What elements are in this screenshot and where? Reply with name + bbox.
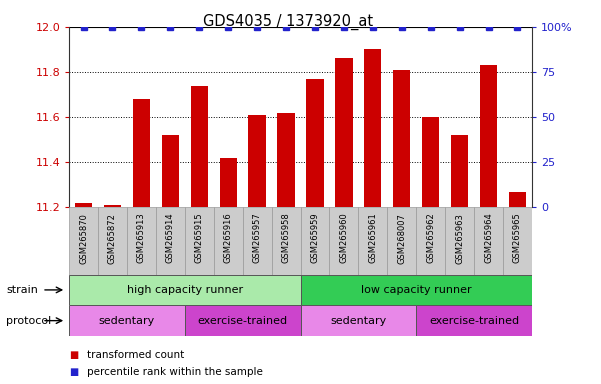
Text: GSM265961: GSM265961: [368, 213, 377, 263]
Text: GSM265960: GSM265960: [340, 213, 349, 263]
Bar: [451, 135, 468, 207]
Bar: [214, 207, 243, 275]
Bar: [300, 305, 416, 336]
Text: exercise-trained: exercise-trained: [198, 316, 288, 326]
Text: GSM265916: GSM265916: [224, 213, 233, 263]
Bar: [69, 305, 185, 336]
Bar: [185, 305, 300, 336]
Bar: [156, 207, 185, 275]
Text: GSM265965: GSM265965: [513, 213, 522, 263]
Text: strain: strain: [6, 285, 38, 295]
Text: protocol: protocol: [6, 316, 51, 326]
Bar: [75, 203, 93, 207]
Text: transformed count: transformed count: [87, 350, 185, 360]
Bar: [185, 207, 214, 275]
Bar: [104, 205, 121, 207]
Bar: [335, 58, 353, 207]
Text: high capacity runner: high capacity runner: [127, 285, 243, 295]
Bar: [98, 207, 127, 275]
Bar: [416, 207, 445, 275]
Text: GSM265914: GSM265914: [166, 213, 175, 263]
Bar: [358, 207, 387, 275]
Text: ■: ■: [69, 350, 78, 360]
Text: GSM265872: GSM265872: [108, 213, 117, 263]
Bar: [329, 207, 358, 275]
Text: GSM265915: GSM265915: [195, 213, 204, 263]
Bar: [508, 192, 526, 207]
Bar: [393, 70, 410, 207]
Bar: [387, 207, 416, 275]
Text: exercise-trained: exercise-trained: [429, 316, 519, 326]
Bar: [300, 207, 329, 275]
Text: ■: ■: [69, 367, 78, 377]
Text: GSM265963: GSM265963: [455, 213, 464, 263]
Bar: [422, 117, 439, 207]
Bar: [480, 65, 497, 207]
Text: GSM268007: GSM268007: [397, 213, 406, 263]
Text: sedentary: sedentary: [330, 316, 386, 326]
Bar: [133, 99, 150, 207]
Bar: [219, 158, 237, 207]
Bar: [69, 207, 98, 275]
Text: GDS4035 / 1373920_at: GDS4035 / 1373920_at: [203, 13, 374, 30]
Bar: [416, 305, 532, 336]
Text: percentile rank within the sample: percentile rank within the sample: [87, 367, 263, 377]
Text: GSM265913: GSM265913: [137, 213, 146, 263]
Bar: [243, 207, 272, 275]
Text: GSM265957: GSM265957: [252, 213, 261, 263]
Text: GSM265870: GSM265870: [79, 213, 88, 263]
Bar: [474, 207, 503, 275]
Bar: [300, 275, 532, 305]
Bar: [364, 50, 382, 207]
Bar: [307, 79, 324, 207]
Bar: [277, 113, 294, 207]
Text: sedentary: sedentary: [99, 316, 155, 326]
Bar: [162, 135, 179, 207]
Bar: [445, 207, 474, 275]
Text: GSM265962: GSM265962: [426, 213, 435, 263]
Text: GSM265964: GSM265964: [484, 213, 493, 263]
Bar: [127, 207, 156, 275]
Text: low capacity runner: low capacity runner: [361, 285, 472, 295]
Bar: [191, 86, 208, 207]
Text: GSM265958: GSM265958: [281, 213, 290, 263]
Bar: [248, 115, 266, 207]
Bar: [503, 207, 532, 275]
Bar: [69, 275, 300, 305]
Text: GSM265959: GSM265959: [311, 213, 320, 263]
Bar: [272, 207, 300, 275]
